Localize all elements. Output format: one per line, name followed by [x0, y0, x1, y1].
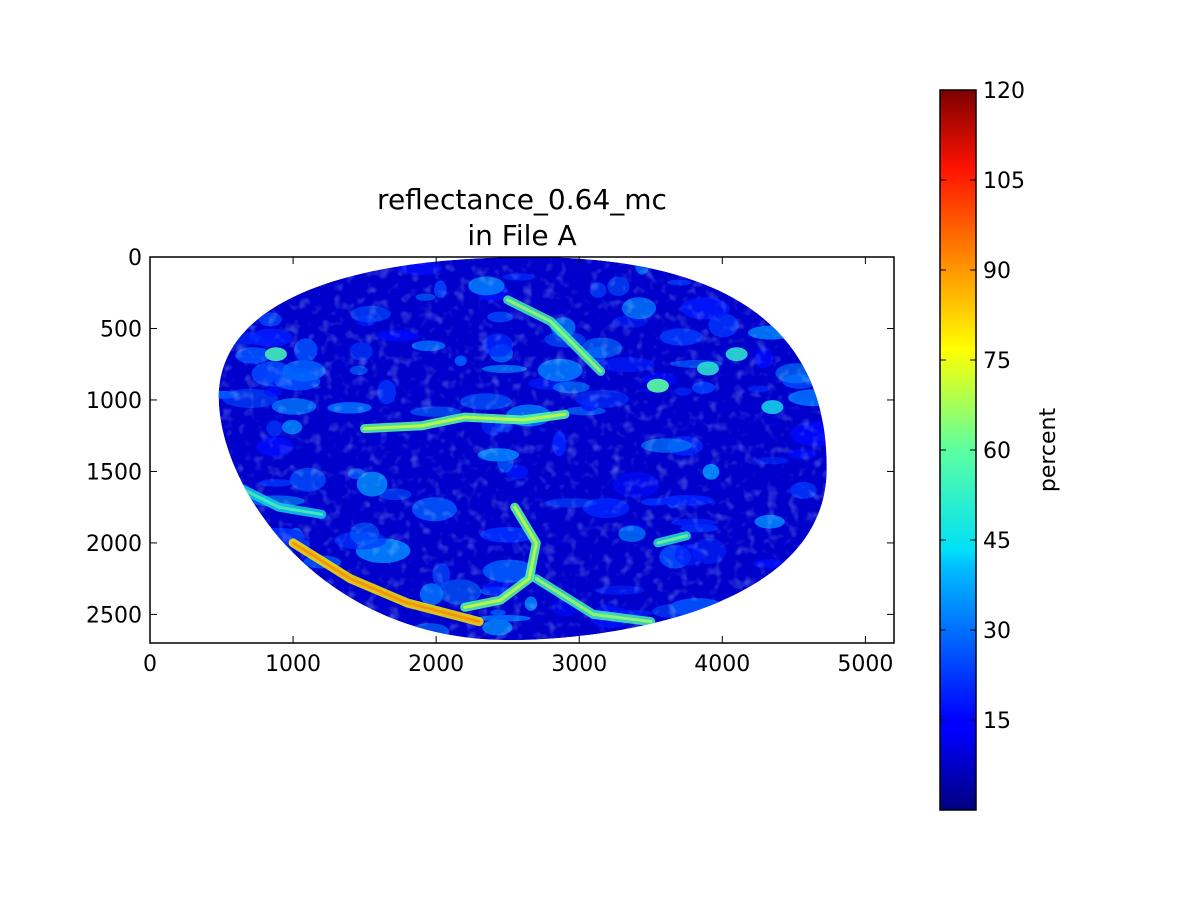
colorbar-tick-label: 15 — [983, 709, 1011, 734]
cloud-band-core — [363, 412, 567, 431]
cloud-band-core — [656, 534, 688, 545]
y-tick-label: 0 — [128, 246, 142, 271]
y-axis: 0 500 1000 1500 2000 2500 — [86, 246, 894, 628]
chart-title-line-2: in File A — [467, 219, 577, 252]
colorbar-tick-label: 45 — [983, 529, 1011, 554]
x-tick-label: 3000 — [551, 652, 607, 677]
y-tick-label: 1500 — [86, 460, 142, 485]
cloud-blob — [725, 347, 748, 362]
plot-frame — [149, 256, 895, 644]
speckle-noise — [218, 257, 827, 641]
y-tick-label: 1000 — [86, 389, 142, 414]
cloud-blob — [264, 347, 287, 362]
colorbar-label: percent — [1036, 407, 1061, 492]
cloud-band-core — [506, 298, 603, 373]
colorbar-tick-label: 60 — [983, 439, 1011, 464]
colorbar-tick-label: 105 — [983, 169, 1025, 194]
cloud-band-core — [463, 505, 538, 609]
colorbar-ticks: 15 30 45 60 75 90 105 120 — [940, 79, 1025, 734]
colorbar-tick-label: 75 — [983, 349, 1011, 374]
x-tick-label: 5000 — [837, 652, 893, 677]
colorbar: 15 30 45 60 75 90 105 120 percent — [939, 79, 1061, 811]
plot-axes: 0 1000 2000 3000 4000 5000 0 500 1000 1500 2000 25… — [86, 246, 895, 677]
cloud-band-core — [534, 577, 653, 624]
x-tick-label: 1000 — [265, 652, 321, 677]
y-tick-label: 2000 — [86, 532, 142, 557]
cloud-blob — [646, 378, 669, 393]
cloud-band-core — [291, 541, 481, 624]
cloud-blob — [697, 361, 719, 376]
y-tick-label: 500 — [100, 317, 142, 342]
cloud-band-core — [234, 484, 324, 516]
x-tick-label: 2000 — [408, 652, 464, 677]
colorbar-tick-label: 90 — [983, 259, 1011, 284]
x-tick-label: 0 — [143, 652, 157, 677]
x-axis: 0 1000 2000 3000 4000 5000 — [143, 257, 893, 677]
colorbar-tick-label: 30 — [983, 619, 1011, 644]
colorbar-tick-label: 120 — [983, 79, 1025, 104]
x-tick-label: 4000 — [694, 652, 750, 677]
chart-title-line-1: reflectance_0.64_mc — [377, 183, 667, 216]
y-tick-label: 2500 — [86, 603, 142, 628]
cloud-blob — [761, 400, 784, 415]
